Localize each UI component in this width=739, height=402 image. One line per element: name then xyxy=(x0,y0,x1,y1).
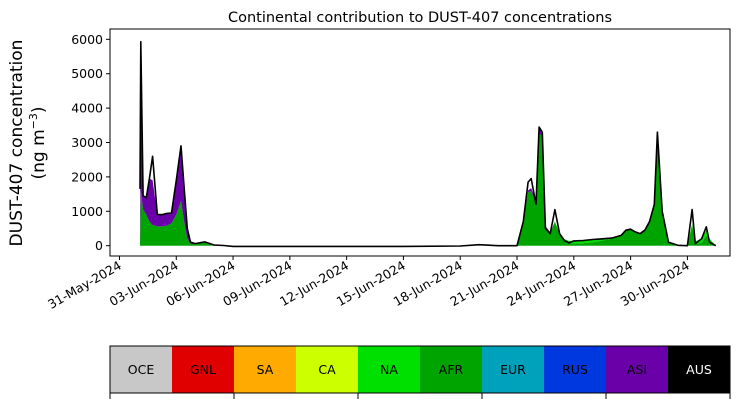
plot-area: 010002000300040005000600031-May-202403-J… xyxy=(45,28,731,312)
y-axis-label: DUST-407 concentration (ng m−3) xyxy=(7,40,49,247)
y-tick-label: 5000 xyxy=(71,66,103,81)
series-area-afr xyxy=(140,133,716,246)
legend-label-asi: ASI xyxy=(627,362,647,377)
y-axis-unit: (ng m xyxy=(29,129,49,179)
legend-label-gnl: GNL xyxy=(190,362,216,377)
y-tick-label: 0 xyxy=(95,238,103,253)
legend-swatch-asi xyxy=(606,346,669,393)
chart-title: Continental contribution to DUST-407 con… xyxy=(228,10,612,26)
legend-label-afr: AFR xyxy=(439,362,464,377)
legend-label-sa: SA xyxy=(257,362,274,377)
legend-swatch-na xyxy=(358,346,421,393)
legend-bar: OCE GNL SA CA NA AFR EUR RUS ASI AUS xyxy=(109,345,731,399)
legend-swatch-ca xyxy=(296,346,359,393)
legend-label-ca: CA xyxy=(318,362,336,377)
y-tick-label: 6000 xyxy=(71,32,103,47)
legend-frame xyxy=(109,345,731,394)
legend-swatch-eur xyxy=(482,346,545,393)
legend-label-aus: AUS xyxy=(686,362,712,377)
y-tick-label: 1000 xyxy=(71,204,103,219)
y-tick-label: 3000 xyxy=(71,135,103,150)
total-line xyxy=(139,40,717,248)
y-axis-label-line1: DUST-407 concentration xyxy=(7,40,27,247)
legend-swatch-aus xyxy=(668,346,731,393)
legend-swatch-gnl xyxy=(172,346,235,393)
y-axis-unit-close: ) xyxy=(29,106,49,113)
legend-swatch-oce xyxy=(110,346,173,393)
plot-frame xyxy=(109,28,731,257)
legend-swatch-sa xyxy=(234,346,297,393)
legend-label-eur: EUR xyxy=(500,362,526,377)
legend-label-na: NA xyxy=(380,362,398,377)
y-tick-label: 4000 xyxy=(71,101,103,116)
series-area-asi xyxy=(140,41,716,246)
y-tick-label: 2000 xyxy=(71,169,103,184)
legend-swatch-rus xyxy=(544,346,607,393)
legend-label-oce: OCE xyxy=(128,362,155,377)
y-axis-label-line2: (ng m−3) xyxy=(27,106,49,179)
legend-swatch-afr xyxy=(420,346,483,393)
y-axis-unit-exponent: −3 xyxy=(27,113,40,129)
legend-label-rus: RUS xyxy=(562,362,588,377)
